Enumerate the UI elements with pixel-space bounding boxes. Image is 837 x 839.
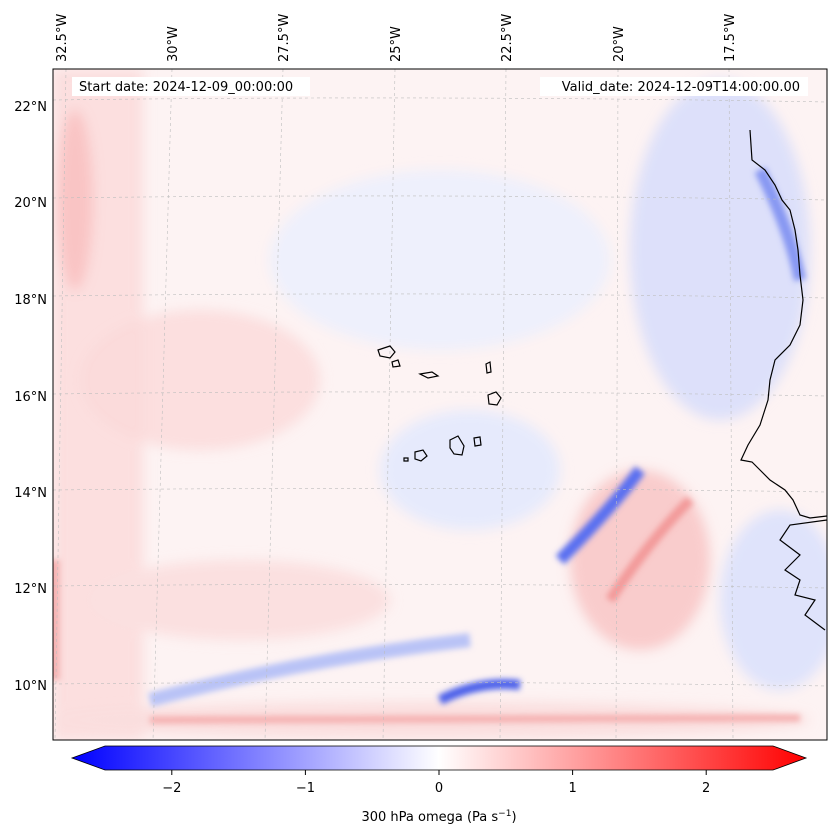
lon-label-25w: 25°W bbox=[389, 26, 404, 62]
lat-label-16n: 16°N bbox=[14, 390, 47, 405]
valid-date-box bbox=[540, 77, 808, 96]
lat-labels: 22°N 20°N 18°N 16°N 14°N 12°N 10°N bbox=[14, 100, 47, 694]
coastlines bbox=[377, 129, 827, 631]
map-panel bbox=[53, 69, 827, 740]
island-sao-nicolau bbox=[418, 371, 440, 379]
omega-field bbox=[53, 69, 827, 740]
colorbar-tick-label: 0 bbox=[435, 781, 443, 796]
africa-coastline bbox=[740, 129, 827, 519]
lon-label-32.5w: 32.5°W bbox=[55, 14, 70, 62]
colorbar-tick-label: −2 bbox=[162, 781, 181, 796]
lat-label-10n: 10°N bbox=[14, 679, 47, 694]
colorbar-tick-label: −1 bbox=[296, 781, 315, 796]
lat-label-18n: 18°N bbox=[14, 293, 47, 308]
lon-label-20w: 20°W bbox=[612, 26, 627, 62]
lon-label-22.5w: 22.5°W bbox=[500, 14, 515, 62]
island-santiago bbox=[449, 435, 465, 456]
colorbar-tick-label: 2 bbox=[702, 781, 710, 796]
island-sao-vicente bbox=[391, 359, 401, 368]
colorbar-title: 300 hPa omega (Pa s−1) bbox=[361, 809, 516, 825]
colorbar-bar bbox=[70, 745, 808, 771]
lon-label-30w: 30°W bbox=[166, 26, 181, 62]
island-fogo bbox=[414, 449, 428, 462]
island-sal bbox=[485, 361, 492, 374]
island-santo-antao bbox=[377, 345, 396, 359]
lon-label-17.5w: 17.5°W bbox=[723, 14, 738, 62]
lat-label-14n: 14°N bbox=[14, 486, 47, 501]
lat-label-22n: 22°N bbox=[14, 100, 47, 115]
island-boa-vista bbox=[487, 391, 502, 406]
colorbar-ticks: −2 −1 0 1 2 bbox=[162, 770, 710, 796]
colorbar: −2 −1 0 1 2 300 hPa omega (Pa s−1) bbox=[70, 745, 808, 825]
island-brava bbox=[403, 457, 409, 462]
colorbar-tick-label: 1 bbox=[568, 781, 576, 796]
lon-labels: 32.5°W 30°W 27.5°W 25°W 22.5°W 20°W 17.5… bbox=[55, 14, 738, 62]
start-date-label: Start date: 2024-12-09_00:00:00 bbox=[79, 80, 293, 95]
start-date-box bbox=[72, 77, 310, 96]
map-frame bbox=[52, 68, 828, 741]
africa-coastline-south bbox=[779, 519, 827, 631]
graticule bbox=[53, 69, 827, 740]
lat-label-20n: 20°N bbox=[14, 196, 47, 211]
island-maio bbox=[473, 436, 482, 447]
lon-label-27.5w: 27.5°W bbox=[277, 14, 292, 62]
valid-date-label: Valid_date: 2024-12-09T14:00:00.00 bbox=[562, 80, 800, 95]
lat-label-12n: 12°N bbox=[14, 582, 47, 597]
omega-bands bbox=[53, 167, 806, 724]
